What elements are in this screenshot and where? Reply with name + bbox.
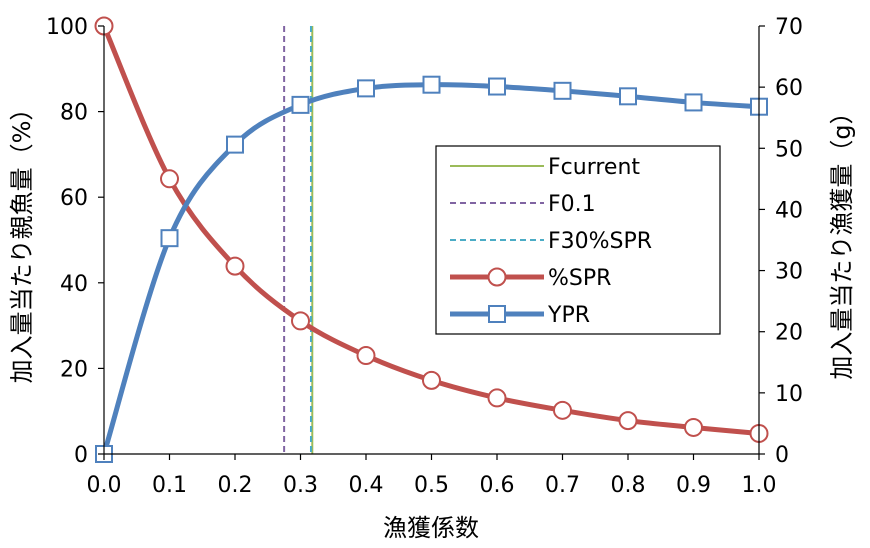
series-point-ypr <box>226 135 244 154</box>
left-tick-label: 40 <box>60 272 88 297</box>
left-axis-title: 加入量当たり親魚量（%） <box>8 97 36 384</box>
x-tick-label: 0.8 <box>611 473 646 498</box>
right-tick-label: 40 <box>775 198 803 223</box>
series-point-ypr <box>619 87 637 106</box>
x-tick-label: 0.6 <box>480 473 515 498</box>
series-point-spr <box>422 370 441 390</box>
left-tick-label: 0 <box>74 443 88 468</box>
right-tick-label: 10 <box>775 382 803 407</box>
x-tick-label: 0.3 <box>283 473 318 498</box>
x-axis-title: 漁獲係数 <box>383 514 479 542</box>
legend-label: F0.1 <box>548 192 596 217</box>
x-tick-label: 0.9 <box>676 473 711 498</box>
right-tick-label: 50 <box>775 137 803 162</box>
series-point-spr <box>487 388 507 408</box>
series-line-spr <box>101 23 762 436</box>
series-point-spr <box>553 400 572 420</box>
series-point-spr <box>160 169 179 189</box>
right-tick-label: 0 <box>775 443 789 468</box>
series-point-spr <box>356 346 376 366</box>
legend-swatch-marker <box>487 267 507 287</box>
right-tick-label: 60 <box>775 76 803 101</box>
series-point-spr <box>684 417 703 437</box>
plot-area <box>94 16 769 463</box>
right-tick-label: 30 <box>775 260 803 285</box>
right-tick-label: 20 <box>775 321 803 346</box>
right-tick-label: 70 <box>775 15 803 40</box>
series-point-ypr <box>684 93 703 112</box>
legend: Fcurrent F0.1 F30%SPR %SPR YPR <box>435 145 721 335</box>
right-axis-title: 加入量当たり漁獲量（g） <box>828 100 856 379</box>
legend-label: F30%SPR <box>548 229 652 254</box>
series-point-ypr <box>488 77 506 96</box>
x-tick-label: 1.0 <box>742 473 777 498</box>
x-tick-label: 0.5 <box>414 473 449 498</box>
series-point-ypr <box>291 95 310 114</box>
series-point-ypr <box>553 81 572 100</box>
x-tick-label: 0.0 <box>87 473 122 498</box>
left-tick-label: 80 <box>60 101 88 126</box>
legend-swatch-marker <box>488 305 506 323</box>
x-tick-label: 0.4 <box>349 473 384 498</box>
series-point-ypr <box>160 229 179 248</box>
x-tick-label: 0.7 <box>545 473 580 498</box>
legend-label: %SPR <box>548 266 611 291</box>
axes: 0 20 40 60 80 100 0 10 20 30 40 50 60 70 0.0 0.1 0.2 0.3 0… <box>46 15 803 498</box>
series-point-spr <box>225 256 245 276</box>
x-tick-label: 0.1 <box>152 473 187 498</box>
series-point-spr <box>291 311 310 331</box>
left-tick-label: 60 <box>60 186 88 211</box>
series-point-ypr <box>357 79 375 98</box>
x-tick-label: 0.2 <box>218 473 253 498</box>
legend-label: Fcurrent <box>548 155 640 180</box>
series-point-spr <box>618 411 638 431</box>
left-tick-label: 100 <box>46 15 88 40</box>
series-point-ypr <box>422 75 441 94</box>
legend-label: YPR <box>547 303 590 328</box>
left-tick-label: 20 <box>60 357 88 382</box>
